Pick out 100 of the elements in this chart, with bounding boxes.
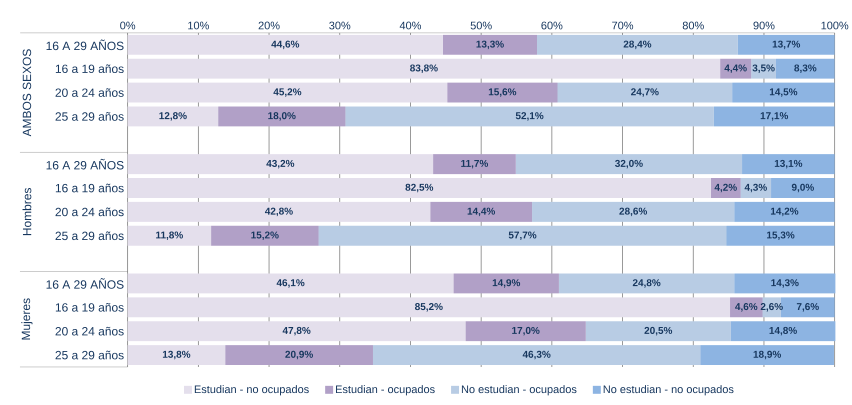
bar <box>454 274 559 294</box>
x-tick-label: 70% <box>612 22 634 30</box>
data-label: 14,9% <box>492 279 520 288</box>
x-tick-label: 40% <box>400 22 422 30</box>
data-label: 4,3% <box>744 184 767 192</box>
bar <box>537 34 738 55</box>
data-label: 9,0% <box>792 184 814 192</box>
data-label: 28,6% <box>619 208 648 216</box>
y-tick-label: 16 a 19 años <box>56 184 124 192</box>
data-label: 17,1% <box>760 112 788 121</box>
text: AMBOS SEXOS <box>22 49 32 136</box>
bar <box>730 321 836 342</box>
data-label: 45,2% <box>273 88 302 97</box>
bar <box>218 106 346 126</box>
y-tick-label: 25 a 29 años <box>56 112 124 121</box>
data-label: 14,3% <box>771 279 799 288</box>
bar <box>430 202 532 222</box>
bar <box>734 274 836 294</box>
data-label: 4,4% <box>724 64 747 73</box>
bar <box>128 297 730 318</box>
data-label: 24,7% <box>631 88 659 97</box>
bar <box>128 202 430 222</box>
data-label: 8,3% <box>794 64 816 74</box>
y-tick-label: 16 a 19 años <box>56 64 124 74</box>
y-tick-label: 20 a 24 años <box>56 208 124 216</box>
y-tick-label: 16 A 29 AÑOS <box>46 278 124 289</box>
bar <box>128 154 434 174</box>
bar <box>742 154 835 174</box>
bar <box>318 226 726 246</box>
y-tick-label: 20 a 24 años <box>56 326 124 336</box>
bar <box>558 274 734 294</box>
y-tick-label: 20 a 24 años <box>56 88 124 97</box>
bar <box>720 58 752 79</box>
data-label: 46,3% <box>522 350 551 360</box>
bar <box>225 345 373 366</box>
y-tick-label: 16 A 29 AÑOS <box>46 158 124 170</box>
data-label: 15,3% <box>767 232 794 240</box>
data-label: 7,6% <box>796 303 819 312</box>
data-label: 17,0% <box>512 326 540 336</box>
data-label: 20,9% <box>285 350 313 360</box>
data-label: 13,1% <box>774 160 802 168</box>
data-label: 82,5% <box>405 184 434 192</box>
data-label: 3,5% <box>752 64 775 74</box>
bar <box>586 321 731 342</box>
x-tick-label: 80% <box>682 22 704 30</box>
bar <box>732 82 835 103</box>
x-tick-label: 30% <box>329 22 350 30</box>
bar <box>516 154 742 174</box>
data-label: 83,8% <box>410 64 438 74</box>
text: Hombres <box>22 188 32 236</box>
bar <box>442 34 538 55</box>
legend-label: No estudian - ocupados <box>462 385 576 396</box>
y-tick-label: 16 a 19 años <box>56 303 124 312</box>
data-label: 12,8% <box>159 112 187 121</box>
data-label: 14,5% <box>770 88 798 97</box>
text: Mujeres <box>21 298 32 340</box>
data-label: 13,3% <box>476 40 504 50</box>
bar <box>372 345 700 366</box>
x-tick-label: 50% <box>470 22 492 30</box>
bar <box>128 345 226 366</box>
data-label: 4,6% <box>735 303 758 312</box>
bar <box>558 82 732 103</box>
bar <box>345 106 714 126</box>
data-label: 46,1% <box>276 279 304 288</box>
bar <box>128 321 466 342</box>
bar <box>128 274 454 294</box>
data-label: 28,4% <box>624 40 652 50</box>
data-label: 14,2% <box>770 208 798 216</box>
bar <box>128 82 448 103</box>
bar <box>128 58 720 79</box>
x-tick-label: 60% <box>541 22 562 30</box>
x-tick-label: 10% <box>188 22 209 30</box>
data-label: 20,5% <box>644 326 672 336</box>
bar <box>128 34 443 55</box>
bar <box>433 154 516 174</box>
data-label: 15,6% <box>488 88 516 97</box>
data-label: 47,8% <box>282 326 310 336</box>
data-label: 18,9% <box>754 350 782 360</box>
data-label: 4,2% <box>714 184 737 192</box>
bar <box>447 82 558 103</box>
legend-label: No estudian - no ocupados <box>604 385 734 396</box>
bar <box>211 226 319 246</box>
bar <box>466 321 586 342</box>
data-label: 14,8% <box>770 326 797 336</box>
bar <box>128 106 218 126</box>
bar <box>726 226 835 246</box>
bar <box>128 226 212 246</box>
legend-label: Estudian - ocupados <box>336 385 435 396</box>
bar <box>532 202 734 222</box>
data-label: 15,2% <box>251 232 279 240</box>
data-label: 52,1% <box>516 112 544 121</box>
data-label: 43,2% <box>266 160 294 168</box>
x-tick-label: 20% <box>258 22 280 30</box>
data-label: 14,4% <box>468 208 496 216</box>
data-label: 32,0% <box>615 160 643 168</box>
bar <box>714 106 835 126</box>
data-label: 85,2% <box>415 303 443 312</box>
bar <box>738 34 835 55</box>
data-label: 11,7% <box>461 160 488 168</box>
y-tick-label: 25 a 29 años <box>56 350 124 360</box>
